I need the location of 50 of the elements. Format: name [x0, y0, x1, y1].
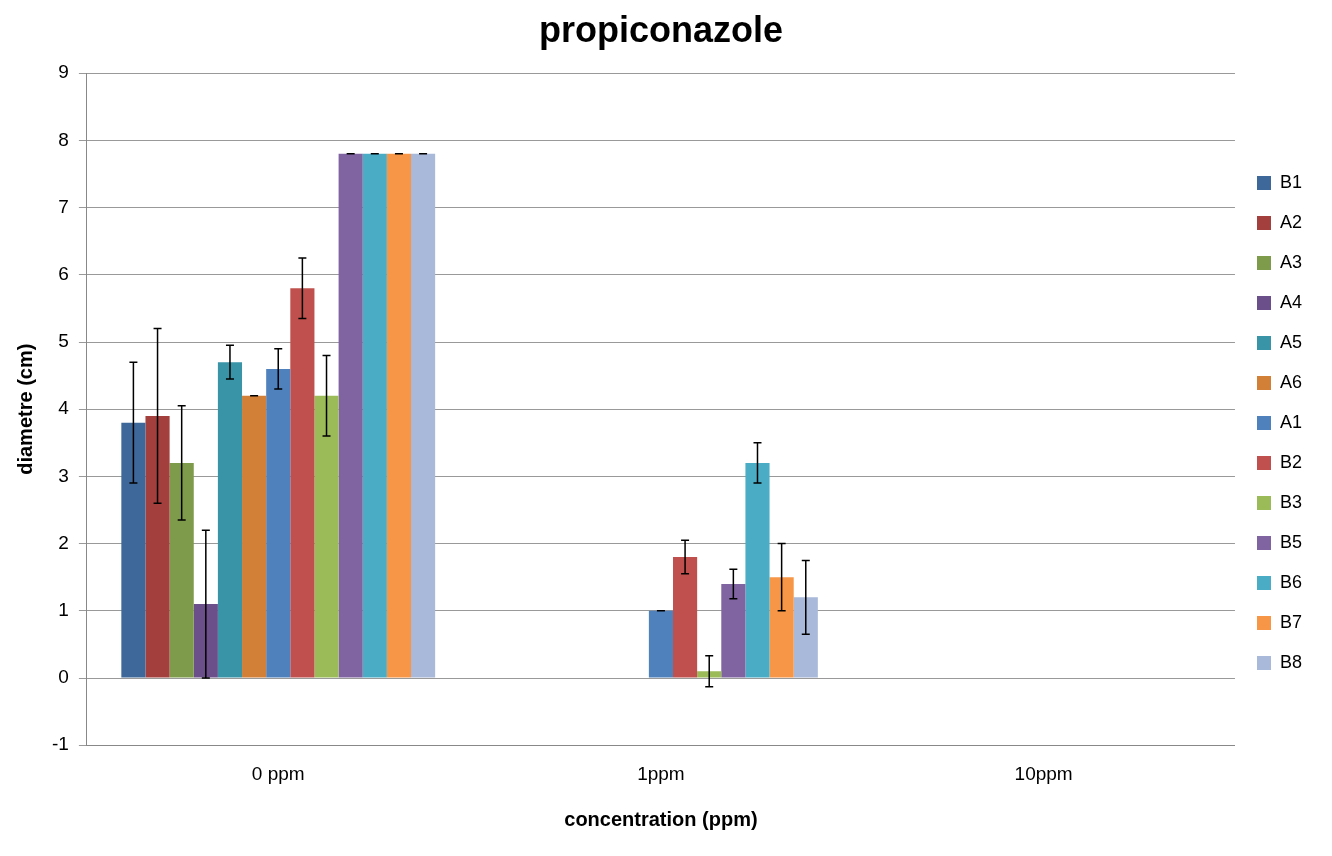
- bar: [266, 368, 291, 678]
- bar: [193, 604, 218, 678]
- y-axis-title: diametre (cm): [13, 343, 36, 475]
- y-tick-label: 5: [58, 330, 69, 352]
- bar: [242, 395, 267, 678]
- bar: [673, 557, 698, 678]
- y-tick-label: 9: [58, 61, 69, 83]
- x-tick-label: 0 ppm: [251, 762, 305, 784]
- bar: [290, 288, 315, 678]
- y-tick-label: -1: [51, 733, 69, 755]
- chart-title: propiconazole: [538, 8, 784, 50]
- legend-label: B3: [1279, 491, 1303, 512]
- bar: [314, 395, 339, 678]
- legend-label: B1: [1279, 171, 1303, 192]
- bar: [169, 462, 194, 678]
- legend-label: A2: [1279, 211, 1303, 232]
- y-tick-label: 1: [58, 599, 69, 621]
- x-tick-label: 10ppm: [1014, 762, 1073, 784]
- y-tick-label: 2: [58, 531, 69, 553]
- bar: [411, 153, 436, 678]
- bar: [386, 153, 412, 678]
- y-tick-label: 3: [58, 464, 69, 486]
- bar: [648, 610, 674, 678]
- bar: [721, 583, 746, 678]
- y-tick-label: 0: [58, 666, 69, 688]
- legend-label: A3: [1279, 251, 1303, 272]
- legend-label: A5: [1279, 331, 1303, 352]
- bar: [338, 153, 363, 678]
- y-tick-label: 4: [58, 397, 70, 419]
- bar: [121, 422, 146, 678]
- bar: [697, 671, 722, 678]
- bar: [362, 153, 387, 678]
- y-tick-label: 6: [58, 263, 69, 285]
- legend-label: A4: [1279, 291, 1303, 312]
- bar: [793, 597, 818, 678]
- bar: [145, 415, 170, 678]
- bar: [745, 462, 770, 678]
- legend-label: B6: [1279, 571, 1303, 592]
- bar: [769, 577, 794, 678]
- bar: [217, 362, 243, 678]
- y-tick-label: 8: [58, 128, 69, 150]
- legend-label: B5: [1279, 531, 1303, 552]
- legend-label: A6: [1279, 371, 1303, 392]
- x-axis-title: concentration (ppm): [564, 807, 758, 830]
- legend-label: B2: [1279, 451, 1303, 472]
- legend-label: B8: [1279, 651, 1303, 672]
- x-tick-label: 1ppm: [637, 762, 685, 784]
- legend-label: B7: [1279, 611, 1303, 632]
- y-tick-label: 7: [58, 195, 69, 217]
- legend-label: A1: [1279, 411, 1303, 432]
